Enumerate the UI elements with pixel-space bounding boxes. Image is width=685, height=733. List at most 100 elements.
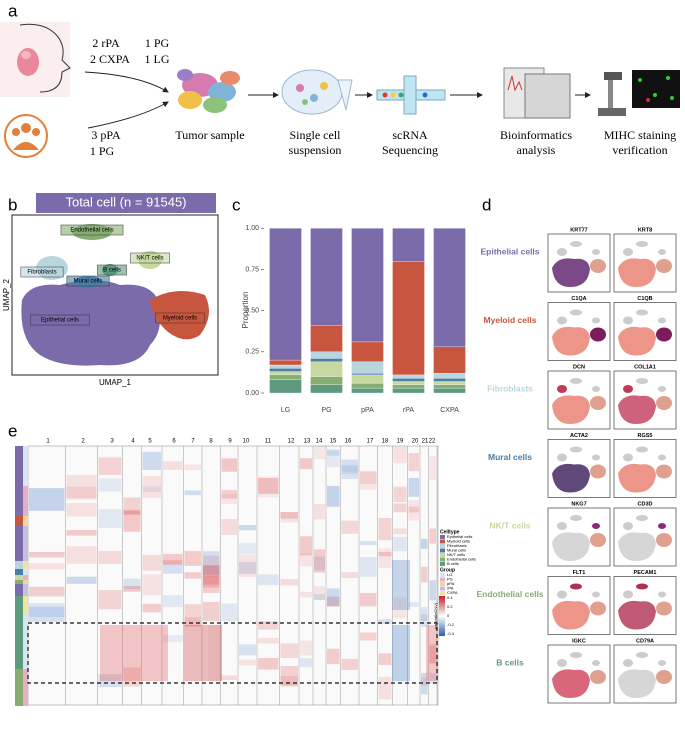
cnv-stripe — [29, 586, 65, 597]
cnv-stripe — [142, 451, 161, 470]
cnv-stripe — [300, 536, 312, 556]
cnv-stripe — [314, 594, 325, 600]
cluster-box — [30, 314, 90, 326]
cnv-stripe — [421, 538, 428, 549]
bar-segment — [392, 261, 425, 376]
cnv-stripe — [408, 506, 419, 513]
cluster-label: NK/T cells — [136, 256, 163, 262]
cnv-stripe — [142, 486, 161, 492]
umap-cells — [557, 590, 567, 599]
heatmap-bg — [27, 445, 439, 706]
bar-segment — [310, 325, 343, 352]
group-strip — [23, 669, 28, 706]
cell-type-label: Fibroblasts — [487, 383, 533, 393]
cell-type-label: Myeloid cells — [484, 315, 537, 325]
cnv-block — [100, 625, 168, 681]
bar-segment — [392, 387, 425, 394]
umap-cells — [570, 446, 582, 453]
cnv-stripe — [163, 634, 183, 643]
umap-cells — [656, 670, 672, 684]
umap-cells — [618, 463, 656, 493]
cnv-stripe — [378, 676, 392, 700]
column-number: 20 — [412, 439, 419, 445]
colorbar — [439, 596, 445, 636]
umap-cells — [623, 590, 633, 599]
cell-type-label: Endothelial cells — [476, 589, 543, 599]
cnv-stripe — [360, 471, 377, 484]
bar-segment — [433, 346, 466, 374]
cluster-labels: Endothelial cells NK/T cells Fibroblasts B … — [20, 224, 205, 326]
cluster-box — [60, 224, 124, 236]
cnv-stripe — [327, 588, 340, 606]
cnv-stripe — [29, 563, 65, 570]
cnv-stripe — [341, 572, 358, 578]
cell-type-label: Epithelial cells — [480, 246, 539, 256]
x-tick-label: LG — [281, 407, 290, 414]
bar-segment — [269, 379, 302, 394]
column-number: 14 — [316, 439, 323, 445]
bar-segment — [351, 341, 384, 362]
cnv-stripe — [314, 586, 325, 600]
cnv-stripe — [421, 566, 428, 583]
umap-cells — [552, 463, 590, 493]
group-strip — [23, 516, 28, 526]
legend-swatch — [440, 573, 445, 577]
cnv-stripe — [221, 489, 237, 499]
cell-type-label: B cells — [496, 657, 524, 667]
bar-segment — [351, 387, 384, 394]
cnv-stripe — [360, 541, 377, 546]
y-axis-label: Proportion — [241, 292, 250, 329]
cnv-stripe — [258, 637, 279, 644]
legend-label: PG — [447, 577, 453, 582]
title-box — [36, 193, 216, 213]
umap-cells — [658, 660, 666, 666]
step-label: analysis — [517, 143, 556, 157]
umap-cells — [658, 317, 666, 324]
umap-cells — [618, 532, 656, 561]
bar-segment — [433, 228, 466, 348]
bar-segment — [433, 387, 466, 394]
cnv-stripe — [408, 500, 419, 517]
umap-cells — [623, 659, 633, 667]
bar-segment — [269, 368, 302, 372]
bar-segment — [310, 376, 343, 385]
group-strip — [23, 580, 28, 584]
gene-name: ACTA2 — [570, 433, 588, 439]
legend-swatch — [440, 586, 445, 591]
legend-label: Myeloid cells — [447, 539, 470, 544]
column-number: 12 — [288, 439, 295, 445]
umap-cells — [592, 386, 600, 392]
cnv-stripe — [421, 672, 428, 695]
chart: 0.00 0.25 0.50 0.75 1.00 Proportion LG PG pPA rPA… — [241, 225, 466, 414]
celltype-strip — [15, 526, 23, 561]
cnv-stripe — [258, 476, 279, 498]
cnv-stripe — [327, 485, 340, 507]
cnv-block — [392, 625, 410, 681]
panel-title: Total cell (n = 91545) — [65, 194, 186, 209]
step-label: Single cell — [290, 128, 342, 142]
cnv-stripe — [66, 486, 97, 500]
gene-name: KRT8 — [638, 227, 652, 233]
legend-label: Fibroblasts — [447, 543, 467, 548]
legend-swatch — [440, 548, 445, 553]
legend-label: pPA — [447, 581, 455, 586]
cnv-stripe — [239, 525, 256, 531]
bar-segment — [433, 378, 466, 382]
umap-cells — [656, 601, 672, 616]
step-label: Bioinformatics — [500, 128, 572, 142]
step-label: scRNA — [392, 128, 428, 142]
legend-label: NK/T cells — [447, 552, 465, 557]
legend-label: Endothelial cells — [447, 557, 476, 562]
cnv-stripe — [239, 659, 256, 666]
umap-cells — [618, 258, 656, 287]
cnv-stripe — [163, 564, 183, 574]
umap-cells — [570, 309, 582, 316]
column-number: 5 — [148, 439, 152, 445]
umap-cells — [618, 395, 656, 424]
bar-segment — [433, 381, 466, 385]
cnv-stripe — [258, 574, 279, 586]
celltype-strip — [15, 575, 23, 580]
cluster-label: Fibroblasts — [27, 270, 56, 276]
colorbar-tick: -0.2 — [447, 622, 455, 627]
cnv-stripe — [123, 497, 141, 516]
